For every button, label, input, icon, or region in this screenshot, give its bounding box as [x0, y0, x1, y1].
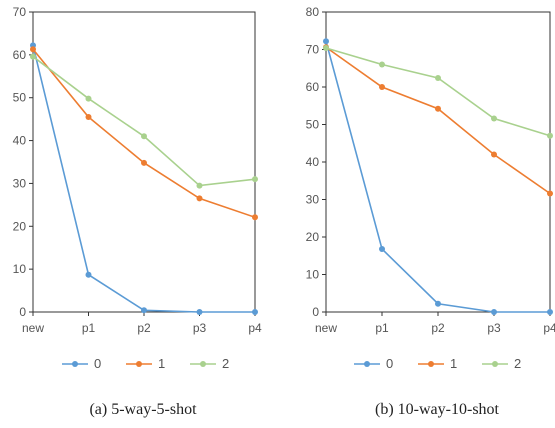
- series-line-1: [325, 46, 551, 195]
- x-tick-label: new: [22, 321, 44, 335]
- y-tick-label: 0: [312, 305, 319, 319]
- legend-swatch-marker: [200, 361, 206, 367]
- data-point: [141, 133, 147, 140]
- y-tick-label: 30: [13, 176, 27, 190]
- data-point: [323, 38, 329, 45]
- data-point: [379, 61, 385, 68]
- legend-swatch-marker: [364, 361, 370, 367]
- data-point: [547, 309, 553, 315]
- series-1: [30, 46, 258, 221]
- legend-label: 1: [450, 356, 457, 371]
- y-tick-label: 50: [13, 91, 27, 105]
- series-line-2: [325, 47, 551, 137]
- y-tick-label: 0: [19, 305, 26, 319]
- legend-label: 2: [222, 356, 229, 371]
- series-1: [323, 44, 553, 197]
- plot-frame: [325, 11, 551, 313]
- data-point: [30, 46, 36, 53]
- data-point: [196, 309, 203, 315]
- y-tick-label: 20: [13, 219, 27, 233]
- x-tick-label: p1: [375, 321, 389, 335]
- legend-label: 0: [386, 356, 393, 371]
- data-point: [435, 300, 441, 307]
- data-point: [491, 115, 497, 122]
- x-tick-label: p2: [137, 321, 151, 335]
- legend-swatch-marker: [136, 361, 142, 367]
- y-tick-label: 50: [306, 118, 320, 132]
- data-point: [491, 151, 497, 158]
- series-2: [30, 53, 258, 189]
- subfigure-caption: (b) 10-way-10-shot: [375, 401, 500, 418]
- series-line-0: [325, 41, 550, 313]
- y-tick-label: 20: [306, 230, 320, 244]
- x-tick-label: p2: [431, 321, 445, 335]
- data-point: [85, 95, 92, 102]
- legend: 0 1 2: [62, 356, 229, 371]
- data-point: [196, 195, 203, 202]
- data-point: [252, 214, 258, 221]
- subfigure-caption: (a) 5-way-5-shot: [89, 401, 197, 418]
- series-0: [323, 38, 553, 315]
- data-point: [252, 176, 258, 183]
- data-point: [141, 159, 147, 166]
- y-tick-label: 70: [13, 5, 27, 19]
- data-point: [196, 182, 203, 189]
- x-tick-label: p3: [487, 321, 501, 335]
- data-point: [379, 84, 385, 90]
- x-tick-label: new: [315, 321, 337, 335]
- legend-label: 2: [514, 356, 521, 371]
- data-point: [323, 45, 329, 51]
- data-point: [547, 132, 553, 139]
- y-tick-label: 10: [13, 262, 27, 276]
- legend-swatch-marker: [428, 361, 434, 367]
- data-point: [85, 271, 92, 278]
- data-point: [547, 190, 553, 197]
- x-tick-label: p1: [82, 321, 96, 335]
- y-tick-label: 30: [306, 193, 320, 207]
- x-tick-label: p4: [248, 321, 262, 335]
- y-tick-label: 40: [306, 155, 320, 169]
- data-point: [379, 246, 385, 252]
- y-tick-label: 60: [306, 80, 320, 94]
- legend-swatch-marker: [492, 361, 498, 367]
- series-2: [323, 45, 553, 139]
- y-tick-label: 70: [306, 43, 320, 57]
- x-tick-label: p4: [543, 321, 555, 335]
- legend-label: 0: [94, 356, 101, 371]
- legend-label: 1: [158, 356, 165, 371]
- chart-panel-1: 0 10 20 30 40 50 60 70 80 new p1 p2 p3 p4 0 1 2 (b) 10-wa…: [306, 5, 555, 418]
- series-line-2: [32, 55, 256, 187]
- x-tick-label: p3: [193, 321, 207, 335]
- data-point: [85, 114, 92, 120]
- y-tick-label: 60: [13, 48, 27, 62]
- legend-swatch-marker: [72, 361, 78, 367]
- y-tick-label: 80: [306, 5, 320, 19]
- legend: 0 1 2: [354, 356, 521, 371]
- data-point: [491, 309, 497, 315]
- data-point: [435, 105, 441, 112]
- data-point: [435, 75, 441, 81]
- series-line-0: [32, 45, 255, 313]
- series-0: [30, 42, 258, 315]
- data-point: [30, 53, 36, 60]
- data-point: [141, 307, 147, 314]
- data-point: [252, 309, 258, 315]
- chart-panel-0: 0 10 20 30 40 50 60 70 new p1 p2 p3 p4 0 1 2 (a) 5-way-5…: [13, 5, 262, 418]
- y-tick-label: 40: [13, 134, 27, 148]
- y-tick-label: 10: [306, 268, 320, 282]
